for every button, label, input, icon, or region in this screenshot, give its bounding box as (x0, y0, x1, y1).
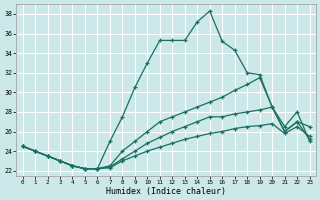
X-axis label: Humidex (Indice chaleur): Humidex (Indice chaleur) (106, 187, 226, 196)
